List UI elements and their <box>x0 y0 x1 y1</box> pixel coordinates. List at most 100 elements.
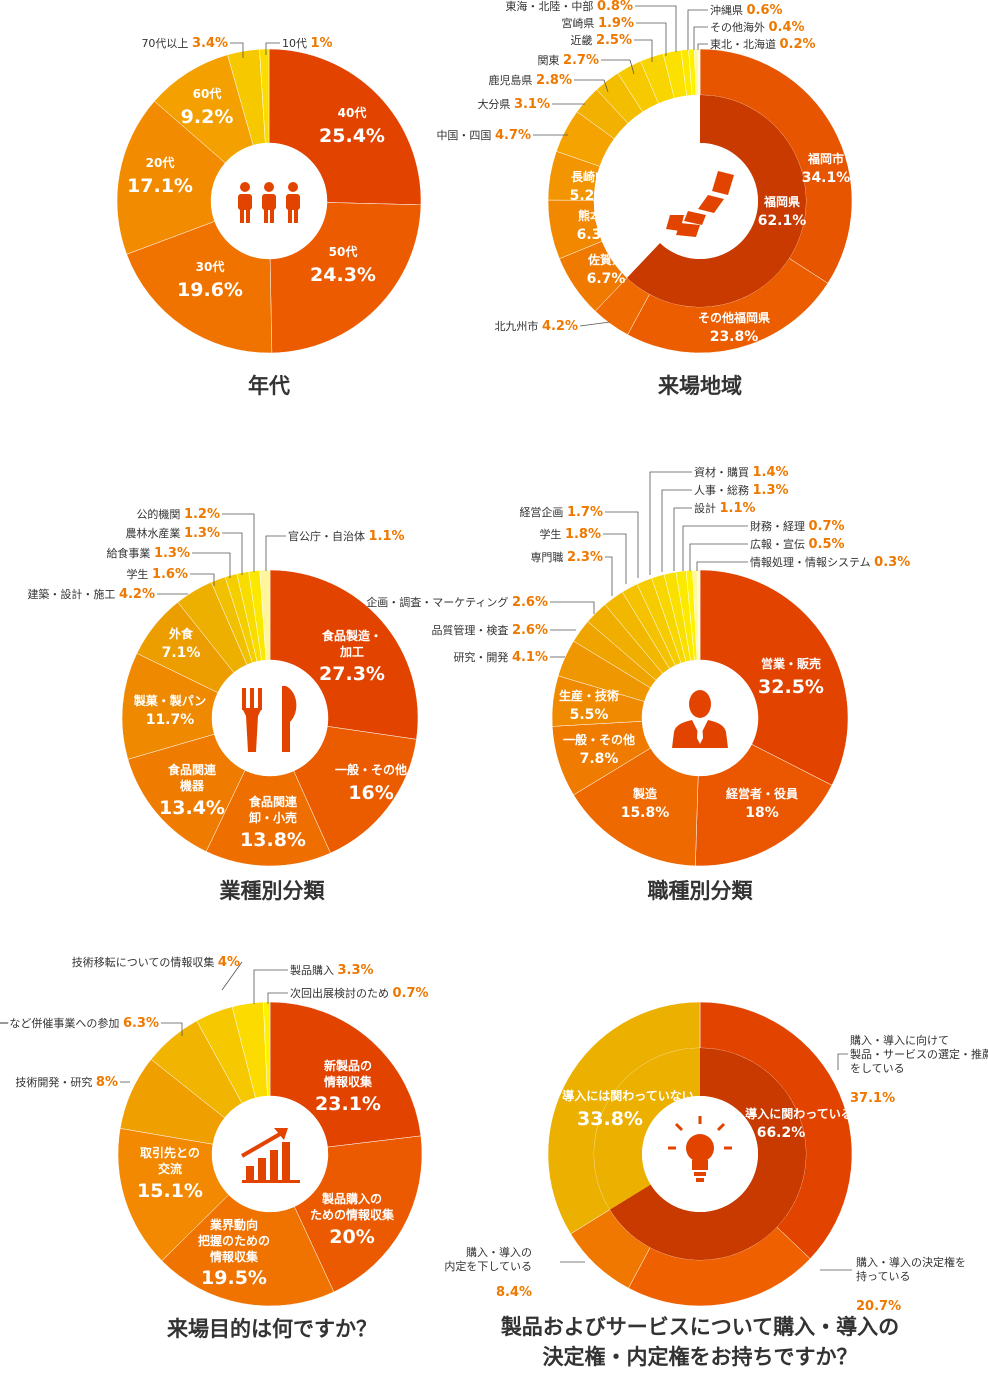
slice-name: 生産・技術 <box>559 688 619 703</box>
chart4-outer-label-8: 次回出展検討のため 0.7% <box>290 986 429 1001</box>
slice-value: 0.5 <box>809 537 832 552</box>
slice-name: 50代 <box>329 244 358 259</box>
chart1-outer-label-13: 沖縄県 0.6% <box>710 3 783 18</box>
chart2-leader-9 <box>222 532 243 575</box>
svg-text:16%: 16% <box>348 782 394 804</box>
slice-value: 11.7 <box>146 712 181 728</box>
slice-value: 0.3 <box>874 555 897 570</box>
slice-value: 27.3 <box>319 663 366 685</box>
chart1-leader-12 <box>635 5 677 52</box>
chart3-outer-label-10: 経営企画 1.7% <box>519 505 603 520</box>
chart5-title-line-1: 決定権・内定権をお持ちですか？ <box>543 1345 858 1369</box>
chart3-leader-7 <box>550 601 595 614</box>
chart5-outer-label-2: 購入・導入の内定を下している 8.4% <box>444 1245 532 1300</box>
slice-name: 福岡県 <box>763 194 800 209</box>
slice-name: 熊本県 <box>578 208 614 223</box>
slice-name: 次回出展検討のため <box>290 986 389 1000</box>
svg-text:情報処理・情報システム 0.3%: 情報処理・情報システム 0.3% <box>750 555 910 570</box>
slice-value: 2.3 <box>567 550 590 565</box>
slice-name: 経営者・役員 <box>726 786 798 801</box>
chart4-leader-6 <box>221 961 243 991</box>
chart1-inner-label-5: 長崎県 5.2% <box>570 169 609 204</box>
chart2-outer-label-9: 農林水産業 1.3% <box>125 526 220 541</box>
slice-name: 品質管理・検査 <box>431 623 508 637</box>
slice-name: 北九州市 <box>494 319 538 333</box>
chart3-leader-15 <box>689 543 748 571</box>
slice-name: 30代 <box>196 259 225 274</box>
slice-value: 1.1 <box>720 501 743 516</box>
chart1-leader-11 <box>636 22 667 56</box>
chart4-leader-5 <box>161 1022 183 1036</box>
slice-value: 7.8 <box>580 751 605 767</box>
svg-text:7.1%: 7.1% <box>162 645 201 661</box>
slice-name: 新製品の情報収集 <box>324 1058 373 1089</box>
slice-value: 4.7 <box>495 128 518 143</box>
slice-value: 3.3 <box>338 963 361 978</box>
chart2-inner-label-4: 製菓・製パン 11.7% <box>133 693 207 728</box>
slice-name: 40代 <box>338 105 367 120</box>
slice-name: 業界動向把握のための情報収集 <box>198 1217 270 1264</box>
slice-value: 34.1 <box>802 170 837 186</box>
slice-value: 66.2 <box>757 1125 792 1141</box>
slice-value: 2.6 <box>512 623 535 638</box>
slice-name: セミナーなど併催事業への参加 <box>0 1016 119 1030</box>
slice-value: 4.2 <box>119 587 142 602</box>
svg-text:37.1%: 37.1% <box>850 1091 895 1106</box>
chart0-leader-5 <box>230 42 244 58</box>
slice-name: その他海外 <box>710 20 765 34</box>
chart4-outer-label-4: 技術開発・研究 8% <box>15 1075 118 1090</box>
chart1-leader-8 <box>574 79 609 93</box>
chart3-outer-label-5: 研究・開発 4.1% <box>453 650 548 665</box>
slice-value: 1.3 <box>154 546 177 561</box>
slice-value: 8 <box>96 1075 105 1090</box>
svg-text:沖縄県 0.6%: 沖縄県 0.6% <box>710 3 783 18</box>
svg-text:15.1%: 15.1% <box>137 1180 203 1202</box>
slice-name: 企画・調査・マーケティング <box>366 595 508 609</box>
svg-text:人事・総務 1.3%: 人事・総務 1.3% <box>694 483 789 498</box>
slice-value: 2.8 <box>536 73 559 88</box>
svg-text:23.8%: 23.8% <box>710 329 759 345</box>
svg-text:東北・北海道 0.2%: 東北・北海道 0.2% <box>710 37 816 52</box>
slice-name: 宮崎県 <box>561 16 594 30</box>
slice-value: 25.4 <box>319 125 366 147</box>
chart1-outer-label-10: 近畿 2.5% <box>570 33 632 48</box>
slice-name: 学生 <box>539 527 561 541</box>
slice-name: 建築・設計・施工 <box>27 587 115 601</box>
slice-name: 財務・経理 <box>750 519 805 533</box>
slice-name: 中国・四国 <box>436 129 491 142</box>
slice-value: 1.4 <box>753 465 776 480</box>
slice-name: 60代 <box>193 86 222 101</box>
slice-name: 広報・宣伝 <box>750 537 805 551</box>
chart1-outer-label-12: 東海・北陸・中部 0.8% <box>505 0 633 14</box>
chart5-inner-slice-rest <box>594 1048 700 1210</box>
slice-name: 公的機関 <box>136 507 180 521</box>
chart1-leader-14 <box>693 26 708 50</box>
slice-name: 20代 <box>146 155 175 170</box>
chart2-inner-label-5: 外食 7.1% <box>162 626 201 661</box>
slice-value: 24.3 <box>310 264 357 286</box>
chart3-leader-8 <box>605 556 613 596</box>
slice-name: 70代以上 <box>141 37 188 50</box>
chart4-outer-label-5: セミナーなど併催事業への参加 6.3% <box>0 1016 159 1031</box>
chart1-leader-10 <box>634 39 653 62</box>
svg-text:25.4%: 25.4% <box>319 125 385 147</box>
svg-text:9.2%: 9.2% <box>181 106 234 128</box>
businessman-icon <box>672 690 728 748</box>
slice-value: 0.7 <box>809 519 832 534</box>
chart3-inner-label-3: 一般・その他 7.8% <box>563 732 635 767</box>
chart0-outer-label-5: 70代以上 3.4% <box>141 36 228 51</box>
slice-value: 0.2 <box>780 37 803 52</box>
chart4-leader-7 <box>253 969 288 1004</box>
svg-text:27.3%: 27.3% <box>319 663 385 685</box>
chart3-inner-label-0: 営業・販売 32.5% <box>758 656 824 698</box>
slice-name: 一般・その他 <box>335 762 407 777</box>
slice-name: 食品製造・加工 <box>321 628 382 659</box>
svg-text:15.8%: 15.8% <box>621 805 670 821</box>
chart2-outer-label-11: 官公庁・自治体 1.1% <box>288 529 405 544</box>
svg-text:企画・調査・マーケティング 2.6%: 企画・調査・マーケティング 2.6% <box>366 595 548 610</box>
chart3-inner-label-1: 経営者・役員 18% <box>726 786 798 821</box>
chart2-leader-10 <box>222 513 255 572</box>
chart3-leader-16 <box>696 561 748 571</box>
svg-text:官公庁・自治体 1.1%: 官公庁・自治体 1.1% <box>288 529 405 544</box>
